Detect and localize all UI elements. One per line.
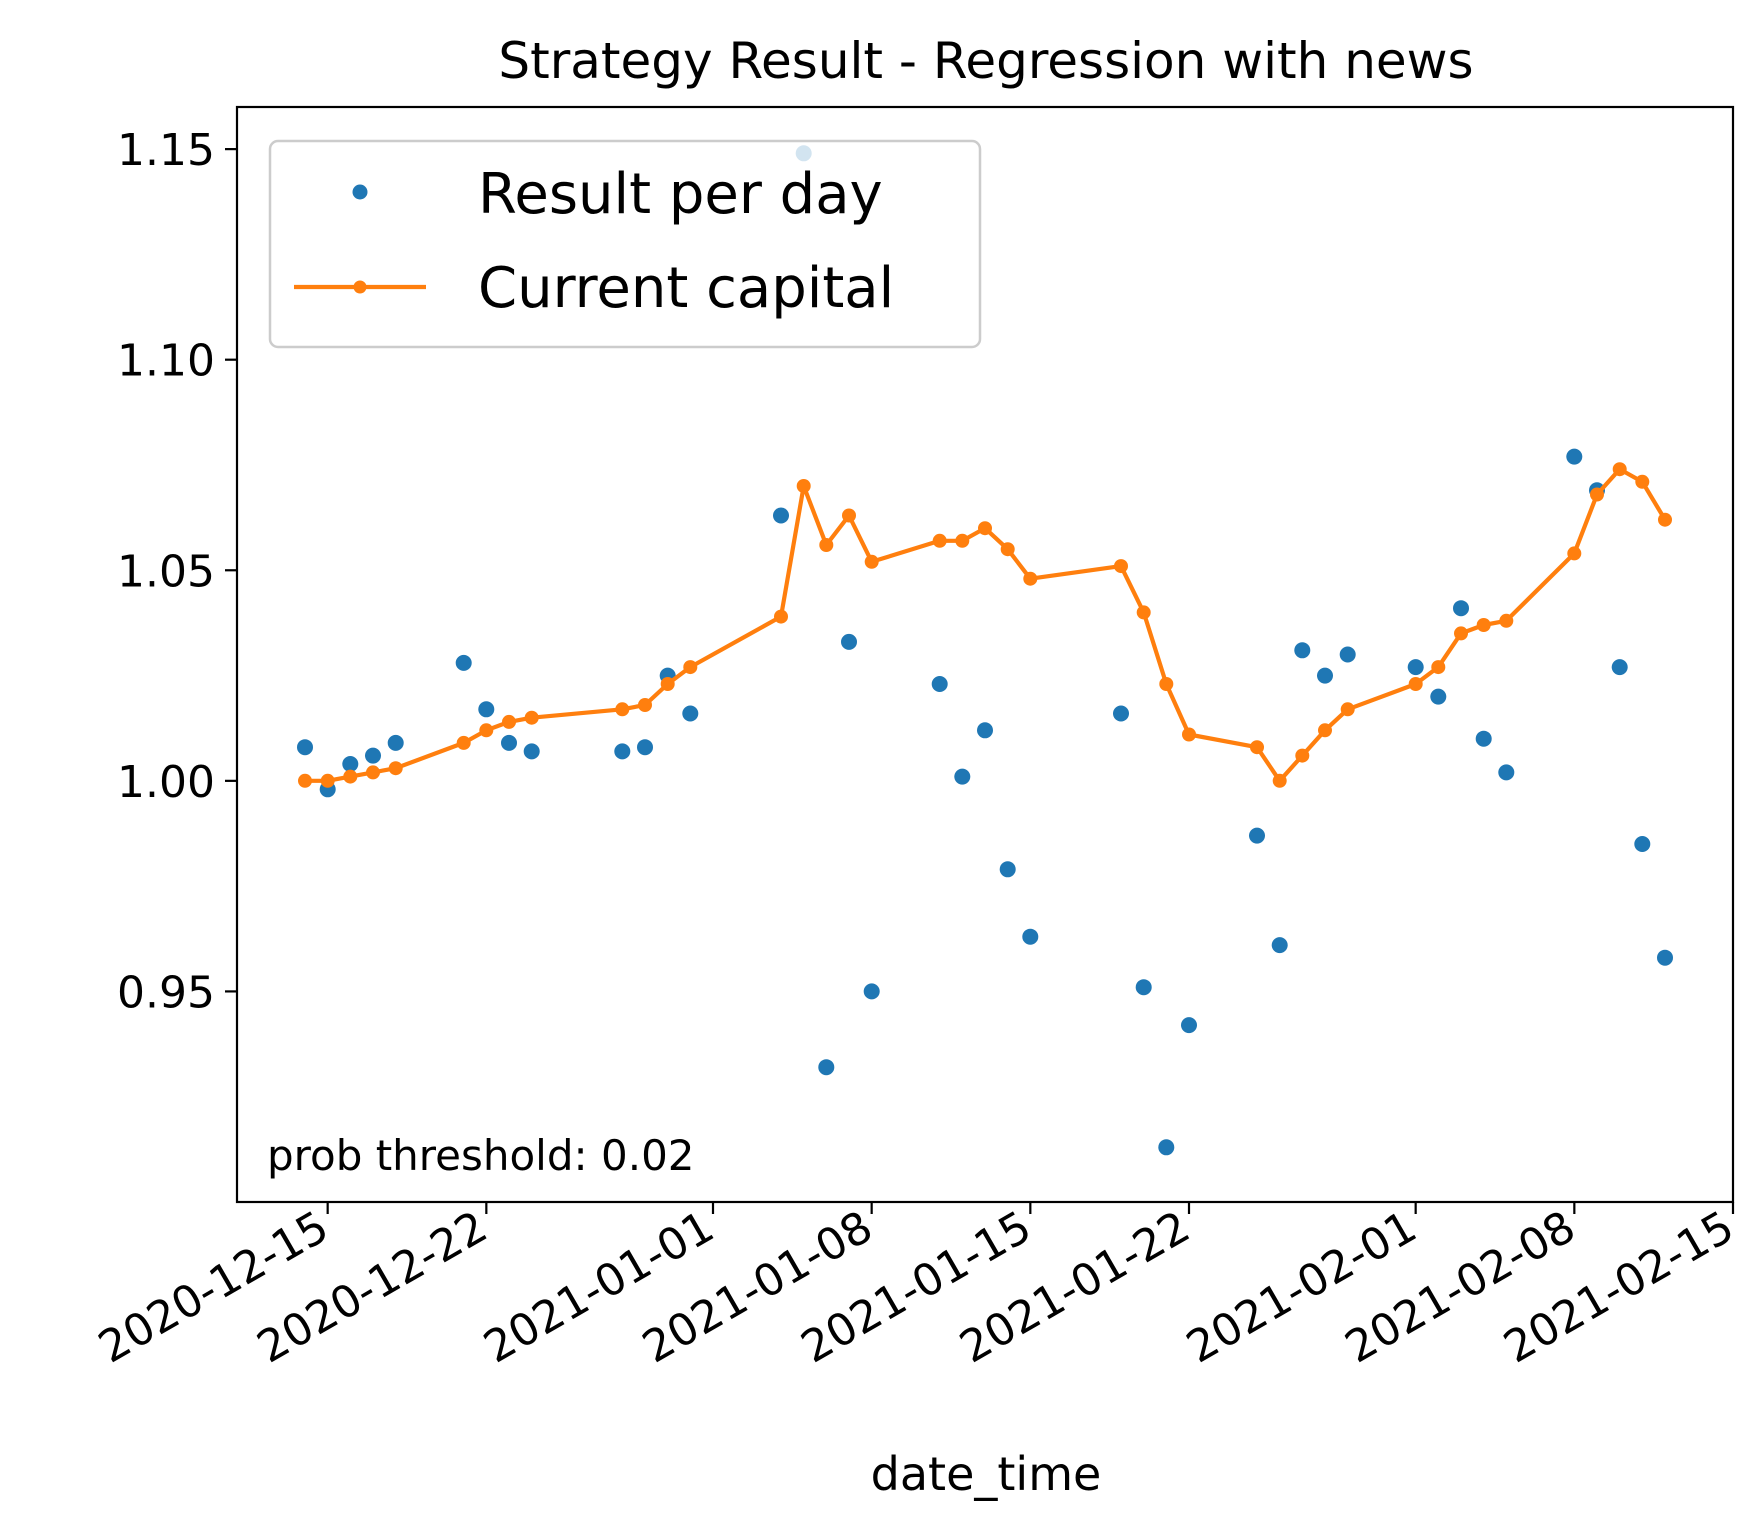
- data-point-current-capital: [1182, 727, 1196, 742]
- data-point-result-per-day: [1407, 659, 1424, 676]
- data-point-current-capital: [774, 609, 788, 624]
- data-point-result-per-day: [931, 676, 948, 692]
- data-point-result-per-day: [1475, 730, 1492, 747]
- data-point-result-per-day: [1022, 928, 1039, 945]
- data-point-result-per-day: [637, 739, 653, 756]
- data-point-current-capital: [479, 723, 494, 738]
- data-point-current-capital: [842, 508, 856, 523]
- data-point-result-per-day: [1453, 600, 1469, 617]
- data-point-result-per-day: [1498, 764, 1515, 781]
- data-point-current-capital: [298, 773, 312, 788]
- y-tick-label: 0.95: [117, 967, 215, 1018]
- data-point-current-capital: [819, 538, 834, 552]
- data-point-current-capital: [1295, 748, 1310, 763]
- data-point-current-capital: [796, 479, 811, 493]
- data-point-current-capital: [502, 714, 516, 729]
- data-point-result-per-day: [455, 654, 472, 671]
- data-point-result-per-day: [773, 507, 789, 524]
- data-point-result-per-day: [999, 861, 1016, 878]
- data-point-result-per-day: [1158, 1139, 1175, 1156]
- data-point-result-per-day: [1294, 642, 1311, 659]
- y-tick-label: 1.05: [117, 546, 215, 597]
- data-point-current-capital: [1499, 613, 1514, 628]
- y-axis: 0.95 1.00 1.05 1.10 1.15: [117, 125, 237, 1018]
- data-point-current-capital: [955, 533, 970, 548]
- data-point-result-per-day: [1317, 667, 1333, 684]
- y-tick-label: 1.15: [117, 125, 215, 176]
- chart-title: Strategy Result - Regression with news: [498, 32, 1473, 90]
- data-point-current-capital: [1454, 626, 1468, 641]
- data-point-current-capital: [1340, 702, 1355, 717]
- data-point-result-per-day: [682, 705, 699, 722]
- data-point-current-capital: [1612, 462, 1627, 477]
- data-point-current-capital: [366, 765, 380, 780]
- data-point-result-per-day: [1181, 1017, 1197, 1034]
- data-point-result-per-day: [1566, 448, 1583, 465]
- legend: Result per day Current capital: [268, 139, 982, 349]
- data-point-current-capital: [1159, 677, 1174, 691]
- data-point-current-capital: [456, 735, 471, 750]
- data-point-result-per-day: [501, 734, 517, 751]
- data-point-result-per-day: [1611, 659, 1628, 676]
- data-point-result-per-day: [387, 734, 404, 751]
- data-point-result-per-day: [1271, 937, 1288, 954]
- data-point-result-per-day: [365, 747, 381, 764]
- data-point-result-per-day: [954, 768, 971, 785]
- data-point-result-per-day: [342, 756, 359, 772]
- data-point-result-per-day: [478, 701, 495, 718]
- data-point-result-per-day: [297, 739, 313, 756]
- data-point-current-capital: [683, 660, 698, 675]
- data-point-current-capital: [1272, 773, 1287, 788]
- data-point-current-capital: [932, 533, 947, 548]
- data-point-current-capital: [1000, 542, 1015, 557]
- data-point-current-capital: [864, 554, 879, 569]
- legend-marker-current-capital: [353, 280, 367, 294]
- data-point-result-per-day: [1249, 827, 1265, 844]
- data-point-result-per-day: [863, 983, 880, 1000]
- legend-label-result-per-day: Result per day: [478, 162, 883, 227]
- plot-frame: [235, 105, 1735, 1204]
- data-point-current-capital: [1136, 605, 1151, 620]
- legend-label-current-capital: Current capital: [478, 256, 894, 321]
- data-point-result-per-day: [1339, 646, 1356, 663]
- data-point-current-capital: [660, 677, 675, 691]
- legend-marker-result-per-day: [352, 184, 368, 200]
- plot-series: [297, 145, 1673, 1156]
- data-point-current-capital: [978, 521, 992, 536]
- series-current-capital: [298, 462, 1672, 788]
- y-tick-label: 1.10: [117, 336, 215, 387]
- data-point-result-per-day: [818, 1059, 835, 1076]
- data-point-current-capital: [1590, 487, 1604, 502]
- data-point-result-per-day: [1634, 836, 1651, 852]
- legend-box: [268, 139, 982, 349]
- chart-annotation: prob threshold: 0.02: [267, 1131, 695, 1180]
- data-point-current-capital: [1318, 723, 1332, 738]
- data-point-current-capital: [320, 773, 335, 788]
- data-point-result-per-day: [1113, 705, 1129, 722]
- data-point-result-per-day: [1430, 688, 1447, 705]
- data-point-current-capital: [1567, 546, 1582, 561]
- data-point-current-capital: [388, 761, 403, 776]
- y-tick-label: 1.00: [117, 757, 215, 808]
- data-point-result-per-day: [977, 722, 993, 739]
- data-point-current-capital: [1476, 618, 1491, 632]
- data-point-result-per-day: [523, 743, 540, 760]
- data-point-result-per-day: [841, 633, 857, 650]
- data-point-current-capital: [1023, 571, 1038, 586]
- data-point-current-capital: [638, 698, 652, 712]
- x-axis-label: date_time: [871, 1447, 1102, 1501]
- data-point-result-per-day: [1657, 949, 1673, 966]
- data-point-current-capital: [1250, 740, 1264, 755]
- data-point-current-capital: [1431, 660, 1446, 675]
- data-point-current-capital: [1635, 474, 1650, 489]
- data-point-current-capital: [1658, 512, 1672, 527]
- data-point-current-capital: [343, 769, 358, 784]
- data-point-current-capital: [615, 702, 630, 717]
- data-point-result-per-day: [614, 743, 631, 760]
- data-point-current-capital: [1114, 559, 1128, 574]
- data-point-result-per-day: [1135, 979, 1152, 996]
- data-point-current-capital: [1408, 677, 1423, 691]
- data-point-current-capital: [524, 710, 539, 725]
